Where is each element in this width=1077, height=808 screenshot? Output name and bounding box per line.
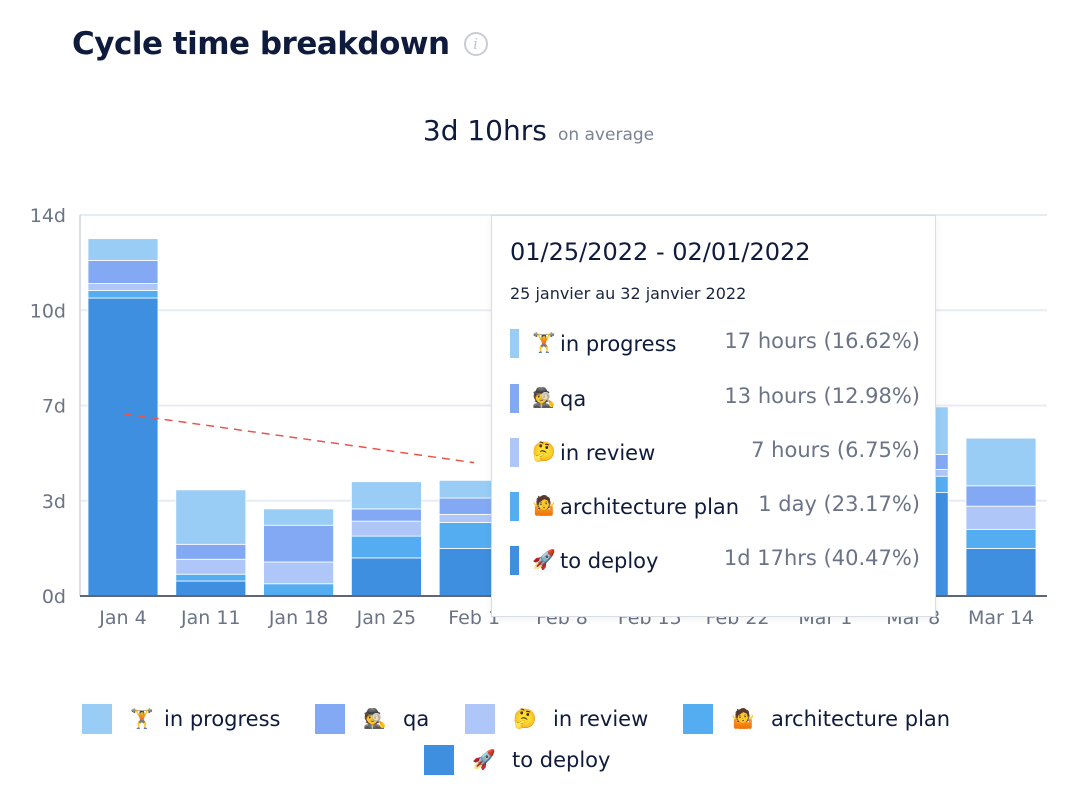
weightlifter-icon: 🏋️ <box>532 332 556 354</box>
legend-swatch <box>465 704 495 734</box>
bar-segment-to-deploy <box>87 297 159 597</box>
bar-segment-in-review <box>965 505 1037 530</box>
bar-segment-qa <box>175 543 247 560</box>
bar-segment-in-review <box>175 558 247 575</box>
y-tick-label: 3d <box>42 491 66 513</box>
tooltip-label: in review <box>560 441 656 465</box>
x-tick-label: Jan 4 <box>98 607 146 629</box>
tooltip-label: to deploy <box>560 549 659 573</box>
average-value: 3d 10hrs <box>422 114 547 147</box>
x-tick-label: Jan 18 <box>268 607 329 629</box>
weightlifter-icon: 🏋️ <box>130 708 154 730</box>
tooltip-value: 17 hours (16.62%) <box>724 329 920 353</box>
tooltip-swatch <box>510 546 519 575</box>
y-tick-label: 14d <box>30 205 66 227</box>
bar-segment-in-progress <box>87 238 159 261</box>
tooltip-subtitle: 25 janvier au 32 janvier 2022 <box>510 284 747 303</box>
tooltip-date-range: 01/25/2022 - 02/01/2022 <box>510 238 811 266</box>
chart-title: Cycle time breakdown <box>72 26 450 62</box>
detective-icon: 🕵️ <box>363 708 387 730</box>
tooltip-swatch <box>510 384 519 413</box>
x-tick-label: Feb 1 <box>448 607 500 629</box>
tooltip-row-architecture-plan: 🤷 architecture plan 1 day (23.17%) <box>510 492 920 522</box>
legend-label: to deploy <box>512 748 611 772</box>
average-caption: on average <box>557 125 655 145</box>
bar-segment-architecture-plan <box>350 535 422 559</box>
tooltip-value: 1d 17hrs (40.47%) <box>723 546 920 570</box>
tooltip-row-to-deploy: 🚀 to deploy 1d 17hrs (40.47%) <box>510 546 920 576</box>
x-tick-label: Jan 11 <box>180 607 241 629</box>
bar-segment-qa <box>965 485 1037 507</box>
tooltip-swatch <box>510 438 519 467</box>
legend-label: qa <box>403 707 430 731</box>
bar-segment-qa <box>350 508 422 522</box>
bar-segment-in-progress <box>965 437 1037 487</box>
bar-segment-in-review <box>87 283 159 291</box>
bar-segment-qa <box>87 260 159 284</box>
bar-segment-in-progress <box>175 489 247 545</box>
rocket-icon: 🚀 <box>472 749 496 771</box>
legend-label: architecture plan <box>771 707 951 731</box>
tooltip-row-qa: 🕵️ qa 13 hours (12.98%) <box>510 384 920 414</box>
bar-segment-in-review <box>263 561 335 585</box>
bar-segment-architecture-plan <box>965 528 1037 549</box>
x-tick-label: Mar 14 <box>968 607 1034 629</box>
y-tick-label: 7d <box>42 396 66 418</box>
legend-item-architecture-plan[interactable]: 🤷 architecture plan <box>683 704 963 734</box>
bar-segment-architecture-plan <box>175 573 247 582</box>
legend-label: in progress <box>164 707 281 731</box>
legend-swatch <box>82 704 112 734</box>
tooltip-swatch <box>510 492 519 521</box>
legend-label: in review <box>553 707 649 731</box>
bar-tooltip: 01/25/2022 - 02/01/2022 25 janvier au 32… <box>491 215 936 617</box>
rocket-icon: 🚀 <box>532 549 556 571</box>
bar-segment-qa <box>263 524 335 563</box>
legend-item-qa[interactable]: 🕵️ qa <box>315 704 445 734</box>
legend-swatch <box>683 704 713 734</box>
average-summary: 3d 10hrs on average <box>0 114 1077 147</box>
legend-swatch <box>424 745 454 775</box>
bar-segment-to-deploy <box>965 547 1037 597</box>
tooltip-label: in progress <box>560 332 677 356</box>
y-tick-label: 0d <box>42 586 66 608</box>
shrug-icon: 🤷 <box>731 708 755 730</box>
tooltip-label: architecture plan <box>560 495 740 519</box>
bar-segment-to-deploy <box>175 580 247 597</box>
y-tick-label: 10d <box>30 300 66 322</box>
info-icon[interactable]: i <box>463 32 488 56</box>
shrug-icon: 🤷 <box>532 495 556 517</box>
legend-item-to-deploy[interactable]: 🚀 to deploy <box>424 745 624 775</box>
tooltip-value: 1 day (23.17%) <box>758 492 920 516</box>
tooltip-value: 13 hours (12.98%) <box>724 384 920 408</box>
thinking-face-icon: 🤔 <box>513 708 537 730</box>
tooltip-label: qa <box>560 387 587 411</box>
legend-swatch <box>315 704 345 734</box>
bar-segment-architecture-plan <box>87 289 159 299</box>
bar-segment-in-progress <box>263 508 335 526</box>
chart-header: Cycle time breakdown i <box>72 26 488 62</box>
bar-segment-to-deploy <box>350 557 422 597</box>
tooltip-row-in-review: 🤔 in review 7 hours (6.75%) <box>510 438 920 468</box>
tooltip-swatch <box>510 329 519 358</box>
trend-line <box>122 412 475 464</box>
legend-item-in-review[interactable]: 🤔 in review <box>465 704 665 734</box>
legend-item-in-progress[interactable]: 🏋️ in progress <box>82 704 302 734</box>
x-tick-label: Jan 25 <box>356 607 417 629</box>
bar-segment-in-review <box>350 520 422 537</box>
bar-segment-architecture-plan <box>263 583 335 597</box>
tooltip-row-in-progress: 🏋️ in progress 17 hours (16.62%) <box>510 329 920 359</box>
tooltip-value: 7 hours (6.75%) <box>751 438 920 462</box>
bar-segment-in-progress <box>350 481 422 510</box>
thinking-face-icon: 🤔 <box>532 441 556 463</box>
detective-icon: 🕵️ <box>532 387 556 409</box>
